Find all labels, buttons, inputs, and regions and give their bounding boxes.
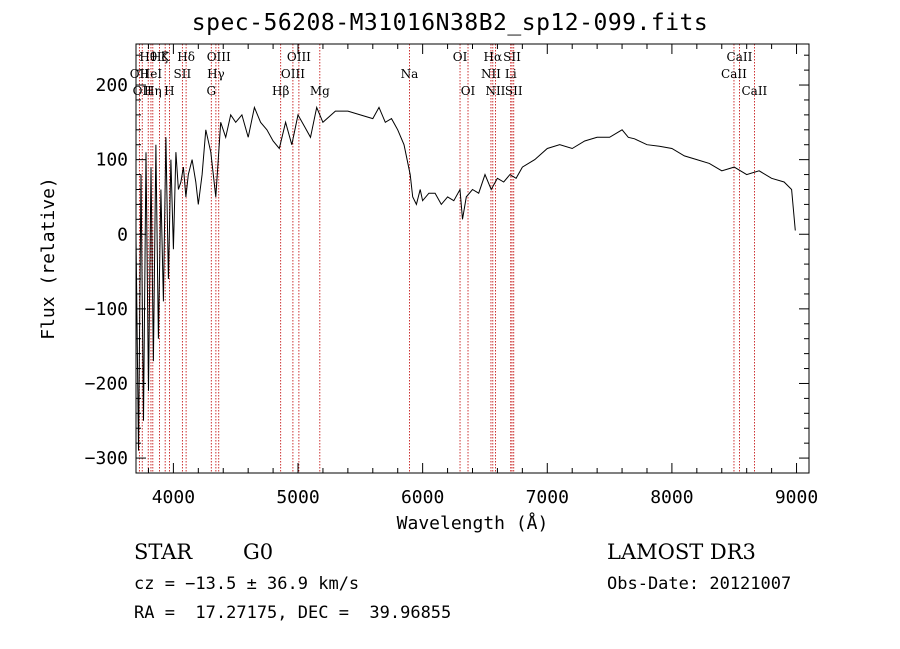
line-marker-label: SII <box>505 84 523 98</box>
line-marker-label: Na <box>401 67 419 81</box>
object-class: STAR <box>134 540 193 564</box>
coordinates: RA = 17.27175, DEC = 39.96855 <box>134 603 452 623</box>
line-marker-label: OI <box>461 84 476 98</box>
line-marker-label: OI <box>453 50 468 64</box>
line-marker-label: Hζ <box>151 50 168 64</box>
spectrum-series <box>135 105 796 451</box>
line-markers <box>138 44 755 473</box>
survey-name: LAMOST DR3 <box>607 540 756 564</box>
line-marker-label: OIII <box>287 50 311 64</box>
y-tick-label: −100 <box>85 299 128 320</box>
line-marker-label: SII <box>503 50 521 64</box>
x-axis-label: Wavelength (Å) <box>397 512 549 534</box>
obs-date: Obs-Date: 20121007 <box>607 574 792 594</box>
x-tick-label: 8000 <box>650 487 693 508</box>
y-tick-label: −300 <box>85 448 128 469</box>
x-tick-label: 6000 <box>401 487 444 508</box>
x-tick-label: 9000 <box>775 487 818 508</box>
line-marker-label: Hδ <box>177 50 195 64</box>
line-marker-labels: OIIOIIHθHηHeIHζKHSIIHδGHγOIIIHβOIIIOIIIM… <box>130 50 768 98</box>
x-tick-label: 7000 <box>526 487 569 508</box>
line-marker-label: OII <box>130 67 150 81</box>
line-marker-label: Hθ <box>139 50 157 64</box>
line-marker-label: Hγ <box>207 67 225 81</box>
line-marker-label: CaII <box>721 67 747 81</box>
chart-title: spec-56208-M31016N38B2_sp12-099.fits <box>191 10 709 36</box>
line-marker-label: K <box>161 50 171 64</box>
plot-frame <box>135 43 810 474</box>
line-marker-label: Hη <box>144 84 162 98</box>
line-marker-label: Mg <box>310 84 330 98</box>
line-marker-label: NII <box>481 67 501 81</box>
line-marker-label: NII <box>485 84 505 98</box>
subclass: G0 <box>243 540 274 564</box>
line-marker-label: Hβ <box>272 84 289 98</box>
y-tick-label: 200 <box>95 75 128 96</box>
line-marker-label: OIII <box>281 67 305 81</box>
x-tick-label: 5000 <box>276 487 319 508</box>
line-marker-label: HeI <box>140 67 163 81</box>
line-marker-label: OIII <box>207 50 231 64</box>
line-marker-label: CaII <box>727 50 753 64</box>
line-marker-label: CaII <box>741 84 767 98</box>
redshift-line: cz = −13.5 ± 36.9 km/s <box>134 574 360 594</box>
y-tick-label: 100 <box>95 150 128 171</box>
line-marker-label: Hα <box>484 50 503 64</box>
line-marker-label: H <box>164 84 174 98</box>
line-marker-label: Li <box>505 67 517 81</box>
y-tick-label: −200 <box>85 373 128 394</box>
x-tick-label: 4000 <box>152 487 195 508</box>
line-marker-label: OII <box>133 84 153 98</box>
line-marker-label: SII <box>174 67 192 81</box>
line-marker-label: G <box>206 84 216 98</box>
y-tick-label: 0 <box>117 224 128 245</box>
y-axis-label: Flux (relative) <box>38 177 59 340</box>
axis-ticks: 4000 5000 6000 7000 8000 9000 200 100 0 −100 −200 −… <box>85 44 818 508</box>
